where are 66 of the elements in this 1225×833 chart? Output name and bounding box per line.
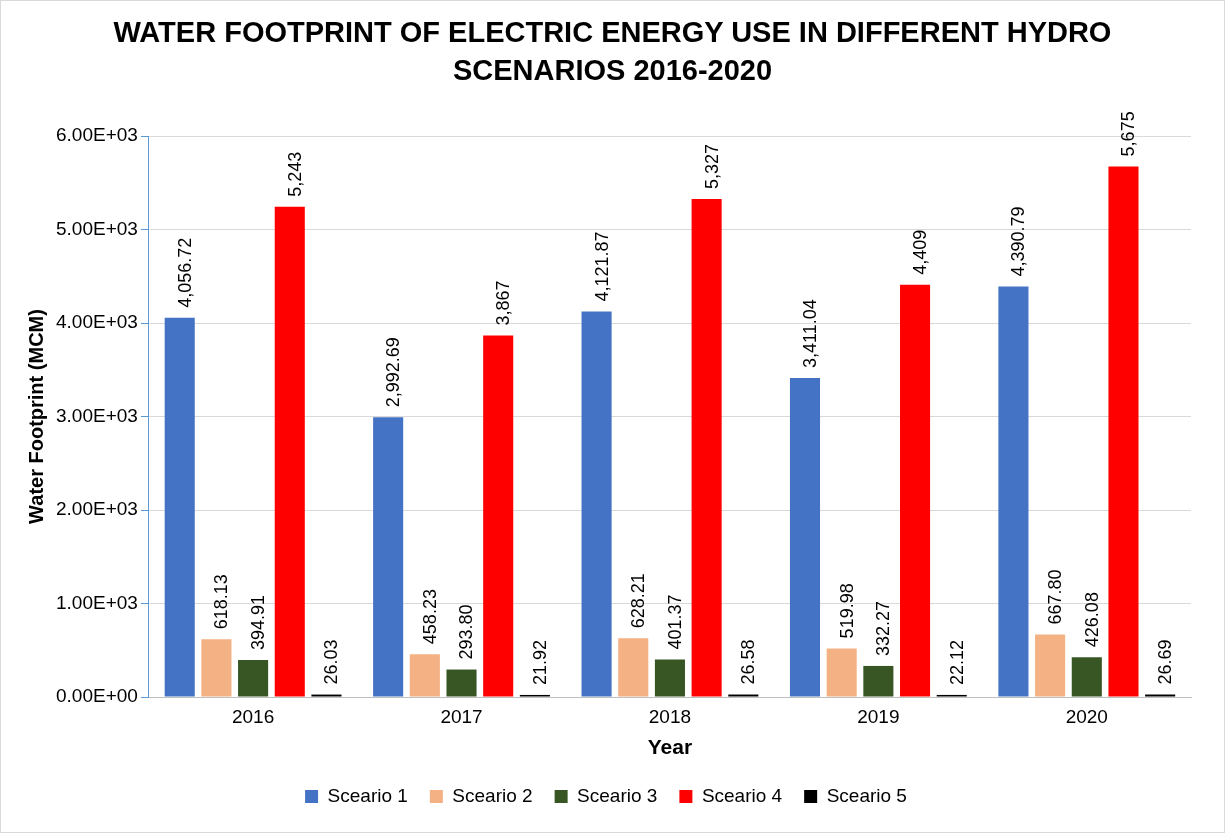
bar	[618, 638, 649, 697]
y-tick-label: 0.00E+00	[55, 685, 138, 707]
data-label: 26.69	[1155, 639, 1176, 685]
data-label: 21.92	[529, 639, 550, 685]
data-label: 3,867	[493, 280, 514, 326]
bar	[201, 639, 232, 697]
data-label: 293.80	[456, 604, 477, 660]
data-label: 332.27	[873, 600, 894, 656]
data-label: 26.58	[738, 639, 759, 685]
bar	[581, 311, 612, 697]
y-tick-label: 1.00E+03	[55, 591, 138, 613]
bar	[863, 665, 894, 697]
data-label: 26.03	[321, 639, 342, 685]
bar	[409, 654, 440, 697]
bar	[1145, 694, 1176, 697]
legend-label: Sceario 1	[327, 784, 408, 806]
data-label: 5,327	[701, 143, 722, 189]
bar	[238, 660, 269, 697]
data-label: 2,992.69	[383, 337, 404, 408]
y-tick-label: 2.00E+03	[55, 498, 138, 520]
bar	[274, 206, 305, 697]
x-tick-label: 2020	[1065, 705, 1108, 727]
bar	[446, 669, 477, 697]
data-label: 667.80	[1045, 569, 1066, 625]
chart-title: WATER FOOTPRINT OF ELECTRIC ENERGY USE IN DIFFERENT HYDRO SCENARIOS 2016-2020	[112, 15, 1113, 88]
y-tick-label: 4.00E+03	[55, 311, 138, 333]
data-label: 401.37	[664, 594, 685, 650]
legend-label: Sceario 3	[577, 784, 658, 806]
y-tick-label: 5.00E+03	[55, 217, 138, 239]
data-label: 458.23	[419, 589, 440, 645]
bar	[998, 286, 1029, 697]
data-label: 4,056.72	[174, 237, 195, 308]
data-label: 4,409	[910, 229, 931, 275]
x-axis-title: Year	[647, 735, 693, 759]
bar	[1035, 634, 1066, 697]
x-tick-label: 2019	[857, 705, 900, 727]
data-label: 618.13	[211, 574, 232, 630]
bar	[691, 198, 722, 697]
data-label: 394.91	[248, 595, 269, 651]
x-tick-label: 2018	[648, 705, 692, 727]
data-label: 519.98	[836, 583, 857, 639]
bar	[164, 317, 195, 697]
bar	[1108, 166, 1139, 697]
legend-label: Sceario 2	[452, 784, 533, 806]
y-tick-label: 6.00E+03	[55, 124, 138, 146]
data-label: 4,121.87	[591, 231, 612, 302]
bar	[826, 648, 857, 697]
bar	[654, 659, 685, 697]
legend-label: Sceario 4	[701, 784, 783, 806]
bar	[900, 284, 931, 697]
data-label: 5,243	[284, 151, 305, 197]
bar	[483, 335, 514, 697]
x-tick-label: 2017	[440, 705, 483, 727]
data-label: 3,411.04	[799, 299, 820, 369]
bar	[1071, 657, 1102, 697]
y-axis-title: Water Footprint (MCM)	[24, 309, 47, 524]
data-label: 22.12	[946, 639, 967, 685]
data-label: 426.08	[1081, 592, 1102, 648]
data-label: 5,675	[1118, 111, 1139, 157]
bar	[789, 378, 821, 697]
y-tick-label: 3.00E+03	[55, 404, 138, 426]
x-tick-label: 2016	[231, 705, 275, 727]
data-label: 628.21	[628, 573, 649, 629]
legend-label: Sceario 5	[826, 784, 907, 806]
bar	[373, 417, 404, 697]
data-label: 4,390.79	[1008, 206, 1029, 277]
